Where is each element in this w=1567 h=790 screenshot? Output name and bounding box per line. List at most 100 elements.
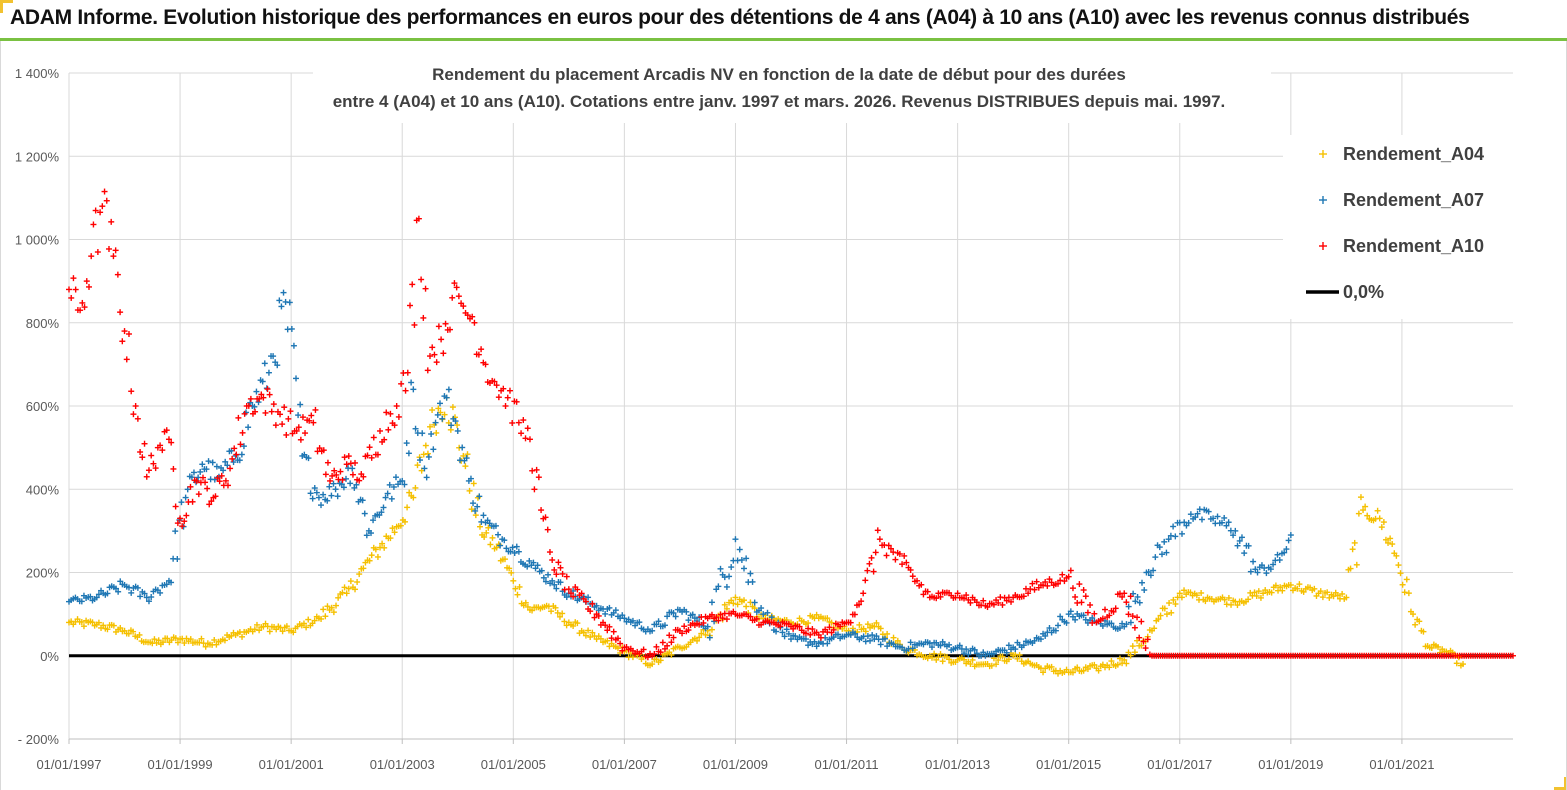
- data-point: [1139, 579, 1146, 586]
- data-point: [484, 517, 491, 524]
- data-point: [533, 466, 540, 473]
- data-point: [339, 476, 346, 483]
- data-point: [491, 378, 498, 385]
- data-point: [178, 499, 185, 506]
- data-point: [535, 474, 542, 481]
- data-point: [141, 590, 148, 597]
- data-point: [235, 414, 242, 421]
- data-point: [1351, 539, 1358, 546]
- data-point: [187, 636, 194, 643]
- data-point: [644, 654, 651, 661]
- data-point: [753, 615, 760, 622]
- data-point: [431, 351, 438, 358]
- data-point: [165, 436, 172, 443]
- data-point: [749, 578, 756, 585]
- data-point: [988, 662, 995, 669]
- data-point: [245, 424, 252, 431]
- data-point: [713, 614, 720, 621]
- data-point: [224, 462, 231, 469]
- data-point: [862, 577, 869, 584]
- legend-label: 0,0%: [1343, 282, 1384, 302]
- data-point: [1161, 538, 1168, 545]
- data-point: [1031, 586, 1038, 593]
- data-point: [279, 421, 286, 428]
- data-point: [999, 653, 1006, 660]
- data-point: [270, 401, 277, 408]
- data-point: [768, 614, 775, 621]
- data-point: [1193, 592, 1200, 599]
- data-point: [99, 203, 106, 210]
- data-point: [410, 386, 417, 393]
- data-point: [1274, 551, 1281, 558]
- data-point: [470, 500, 477, 507]
- data-point: [419, 430, 426, 437]
- data-point: [1127, 593, 1134, 600]
- data-point: [580, 629, 587, 636]
- data-point: [513, 543, 520, 550]
- data-point: [407, 302, 414, 309]
- data-point: [313, 613, 320, 620]
- data-point: [1225, 594, 1232, 601]
- data-point: [412, 484, 419, 491]
- data-point: [391, 422, 398, 429]
- data-point: [420, 451, 427, 458]
- data-point: [597, 635, 604, 642]
- data-point: [103, 197, 110, 204]
- x-tick-label: 01/01/2021: [1369, 757, 1434, 772]
- data-point: [1110, 608, 1117, 615]
- data-point: [320, 606, 327, 613]
- data-point: [1255, 588, 1262, 595]
- data-point: [478, 346, 485, 353]
- data-point: [1378, 524, 1385, 531]
- scatter-chart: Rendement du placement Arcadis NV en fon…: [15, 57, 1516, 772]
- data-point: [112, 247, 119, 254]
- legend-item: Rendement_A04: [1319, 144, 1484, 164]
- data-point: [423, 474, 430, 481]
- data-point: [1251, 589, 1258, 596]
- data-point: [826, 624, 833, 631]
- data-point: [322, 613, 329, 620]
- data-point: [1285, 537, 1292, 544]
- data-point: [364, 452, 371, 459]
- data-point: [324, 603, 331, 610]
- data-point: [540, 574, 547, 581]
- y-tick-label: 400%: [26, 482, 60, 497]
- data-point: [1134, 637, 1141, 644]
- data-point: [700, 620, 707, 627]
- data-point: [952, 658, 959, 665]
- data-point: [1223, 522, 1230, 529]
- series-rendement-a10: [66, 188, 1516, 661]
- data-point: [1178, 530, 1185, 537]
- chart-title-line-2: entre 4 (A04) et 10 ans (A10). Cotations…: [333, 92, 1226, 111]
- data-point: [281, 404, 288, 411]
- data-point: [229, 455, 236, 462]
- data-point: [1076, 581, 1083, 588]
- data-point: [480, 359, 487, 366]
- data-point: [807, 631, 814, 638]
- data-point: [549, 557, 556, 564]
- data-point: [413, 217, 420, 224]
- data-point: [1270, 561, 1277, 568]
- data-point: [412, 425, 419, 432]
- data-point: [170, 465, 177, 472]
- data-point: [187, 483, 194, 490]
- data-point: [608, 635, 615, 642]
- data-point: [74, 307, 81, 314]
- data-point: [397, 522, 404, 529]
- data-point: [1187, 589, 1194, 596]
- data-point: [1272, 557, 1279, 564]
- data-point: [696, 621, 703, 628]
- data-point: [909, 573, 916, 580]
- data-point: [1296, 581, 1303, 588]
- data-point: [352, 586, 359, 593]
- data-point: [112, 585, 119, 592]
- data-point: [293, 375, 300, 382]
- data-point: [501, 556, 508, 563]
- data-point: [1151, 625, 1158, 632]
- data-point: [1234, 542, 1241, 549]
- data-point: [108, 218, 115, 225]
- data-point: [307, 490, 314, 497]
- data-point: [392, 474, 399, 481]
- data-point: [1012, 646, 1019, 653]
- data-point: [1387, 535, 1394, 542]
